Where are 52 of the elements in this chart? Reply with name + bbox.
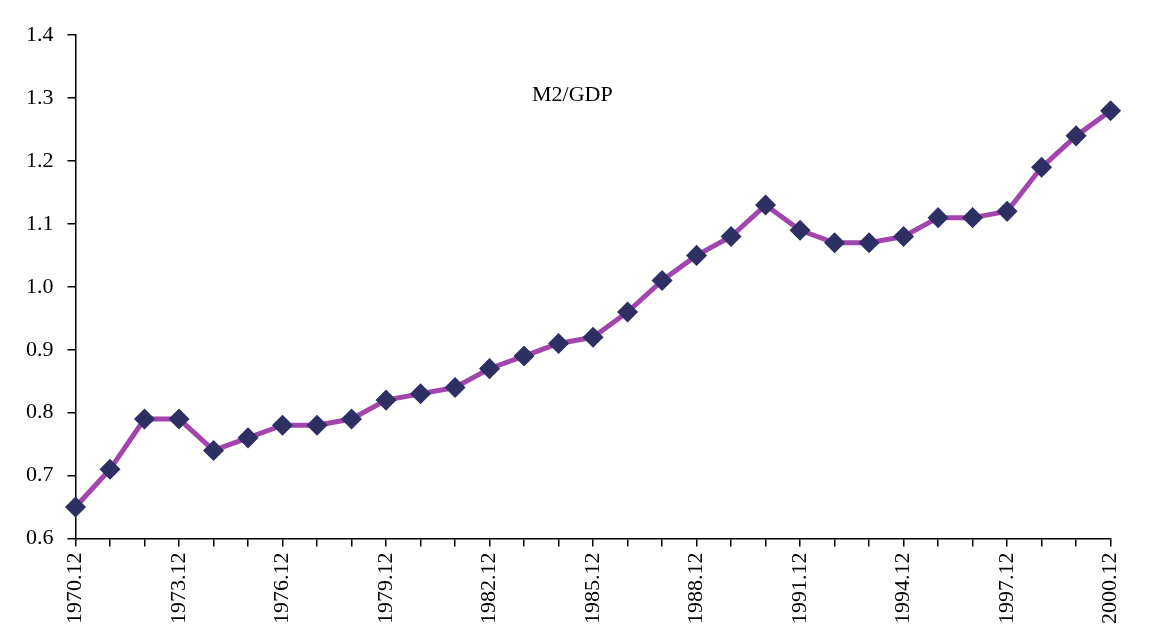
point [859,233,879,253]
text: M2/GDP [532,80,613,106]
point [928,208,948,228]
point [756,195,776,215]
point [376,390,396,410]
x-tick-label: 1985.12 [578,552,604,624]
point [480,359,500,379]
point [687,245,707,265]
x-tick-label: 1970.12 [61,552,87,624]
x-tick-label: 1973.12 [164,552,190,624]
x-tick-label: 1997.12 [992,552,1018,624]
point [100,459,120,479]
point [1101,101,1121,121]
point [825,233,845,253]
point [135,409,155,429]
point [169,409,189,429]
y-tick-label: 0.8 [26,398,54,424]
point [721,227,741,247]
point [652,271,672,291]
point [790,220,810,240]
point [963,208,983,228]
x-tick-label: 1988.12 [682,552,708,624]
point [1032,157,1052,177]
point [445,378,465,398]
point [204,440,224,460]
point [342,409,362,429]
y-tick-label: 1.0 [26,272,54,298]
point [618,302,638,322]
y-tick-label: 0.6 [26,524,54,550]
x-tick-label: 1979.12 [371,552,397,624]
point [273,415,293,435]
point [549,333,569,353]
point [583,327,603,347]
y-tick-label: 1.3 [26,83,54,109]
x-tick-label: 1976.12 [268,552,294,624]
y-tick-label: 1.2 [26,146,54,172]
y-tick-label: 1.1 [26,209,54,235]
point [997,201,1017,221]
point [1066,126,1086,146]
y-tick-label: 0.9 [26,335,54,361]
point [411,384,431,404]
point [514,346,534,366]
point [66,497,85,517]
x-tick-label: 1994.12 [889,552,915,624]
y-tick-label: 0.7 [26,461,54,487]
point [307,415,327,435]
point [894,227,914,247]
x-tick-label: 1982.12 [475,552,501,624]
x-tick-label: 2000.12 [1096,552,1122,624]
x-tick-label: 1991.12 [785,552,811,624]
y-tick-label: 1.4 [26,20,54,46]
point [238,428,258,448]
